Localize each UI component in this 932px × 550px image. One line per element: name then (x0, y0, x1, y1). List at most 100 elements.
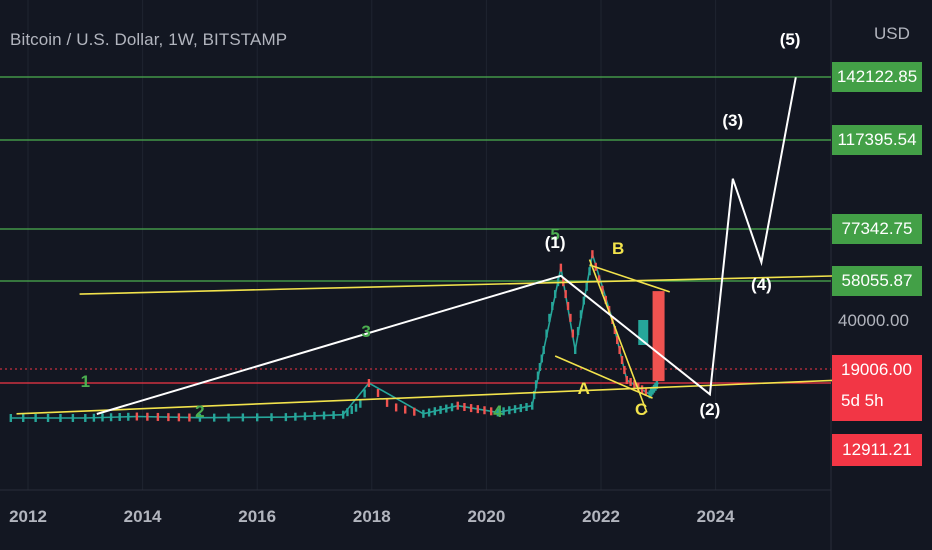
candle-17-3 (652, 384, 656, 393)
candle-6-4 (404, 405, 407, 414)
candle-3-5 (270, 413, 273, 422)
candle-3-3 (241, 413, 245, 422)
candle-15-4 (620, 356, 624, 365)
candle-4-0 (284, 413, 288, 422)
bar-countdown: 5d 5h (841, 391, 884, 410)
candle-9-5 (525, 403, 528, 412)
candle-0-4 (59, 413, 62, 422)
price-axis-40000: 40000.00 (838, 311, 909, 330)
candle-2-1 (146, 412, 149, 421)
candle-6-5 (413, 407, 416, 416)
candle-6-3 (394, 403, 398, 412)
candle-1-1 (92, 413, 96, 422)
candle-10-4 (538, 363, 542, 372)
candle-10-1 (532, 390, 536, 399)
wave-label-6: A (577, 378, 590, 398)
candle-2-2 (156, 412, 160, 421)
candle-1-2 (101, 413, 104, 422)
wave-label-5: (1) (544, 233, 566, 253)
candle-8-5 (489, 407, 493, 416)
candle-11-4 (553, 290, 557, 299)
candle-9-2 (508, 406, 511, 415)
candle-0-1 (22, 413, 25, 422)
candle-3-2 (227, 413, 230, 422)
candle-2-3 (167, 413, 170, 422)
candle-1-0 (84, 413, 87, 422)
trendline-1 (16, 379, 842, 415)
candle-3-4 (256, 413, 259, 422)
candle-17-4 (654, 382, 657, 391)
candle-9-1 (502, 407, 505, 416)
candle-4-2 (303, 412, 307, 421)
candle-5-2 (350, 405, 353, 414)
wave-label-3: 4 (493, 401, 503, 421)
candle-16-5 (644, 387, 648, 396)
candle-10-5 (540, 354, 543, 363)
trendline-0 (79, 274, 842, 295)
price-label-77342: 77342.75 (832, 214, 922, 244)
candle-0-5 (71, 413, 75, 422)
candle-5-4 (359, 399, 362, 408)
candle-9-3 (513, 405, 517, 414)
candle-15-1 (613, 326, 617, 335)
candle-16-0 (625, 376, 628, 385)
candle-6-1 (376, 388, 380, 397)
candle-13-4 (585, 282, 588, 291)
wave-label-10: (3) (722, 110, 744, 130)
candle-16-4 (640, 385, 644, 394)
recent-rally-candles (638, 320, 649, 345)
current-price-badge: 19006.00 5d 5h (832, 355, 922, 421)
current-price-label: 19006.00 (841, 360, 912, 379)
candle-0-0 (9, 413, 13, 422)
candle-4-3 (313, 411, 316, 420)
candle-7-0 (422, 409, 425, 418)
chart-title: Bitcoin / U.S. Dollar, 1W, BITSTAMP (10, 30, 288, 49)
candle-16-2 (633, 380, 636, 389)
trendline-4 (588, 259, 648, 413)
candle-2-0 (135, 412, 139, 421)
candle-12-2 (564, 290, 567, 299)
candle-13-1 (576, 327, 580, 336)
candle-4-5 (332, 411, 335, 420)
x-tick-2024: 2024 (696, 507, 735, 526)
candle-14-2 (597, 275, 601, 284)
candle-17-5 (655, 380, 659, 389)
wave-projection-path (96, 77, 797, 415)
candle-10-0 (531, 401, 534, 410)
wave-label-7: B (612, 238, 625, 258)
candle-15-5 (623, 366, 626, 375)
x-tick-2014: 2014 (123, 507, 162, 526)
candle-11-2 (548, 313, 551, 322)
wave-label-8: C (634, 399, 648, 419)
candle-0-2 (34, 413, 37, 422)
candle-4-1 (294, 412, 297, 421)
wave-label-11: (4) (751, 275, 772, 295)
x-tick-2020: 2020 (467, 507, 506, 526)
candle-17-2 (651, 386, 654, 395)
candle-12-4 (569, 313, 572, 322)
currency-label: USD (874, 24, 910, 43)
candle-17-0 (648, 390, 651, 399)
candle-3-0 (198, 413, 202, 422)
candle-14-0 (591, 250, 594, 259)
candle-5-0 (341, 410, 345, 419)
candle-5-3 (354, 403, 358, 412)
candle-11-0 (542, 346, 545, 355)
candle-15-3 (618, 346, 621, 355)
price-label-12911: 12911.21 (832, 434, 922, 466)
candle-7-1 (427, 408, 431, 417)
wave-label-1: 2 (195, 402, 205, 422)
trendline-2 (589, 264, 671, 293)
wave-label-0: 1 (80, 371, 91, 391)
candle-6-0 (367, 379, 371, 388)
candle-4-4 (322, 411, 326, 420)
price-series-line (10, 253, 659, 419)
price-label-142122: 142122.85 (832, 62, 922, 92)
candle-12-3 (566, 301, 570, 310)
candle-7-5 (450, 403, 454, 412)
candle-10-3 (536, 371, 540, 380)
candle-6-2 (385, 398, 389, 407)
candle-12-5 (571, 329, 575, 338)
